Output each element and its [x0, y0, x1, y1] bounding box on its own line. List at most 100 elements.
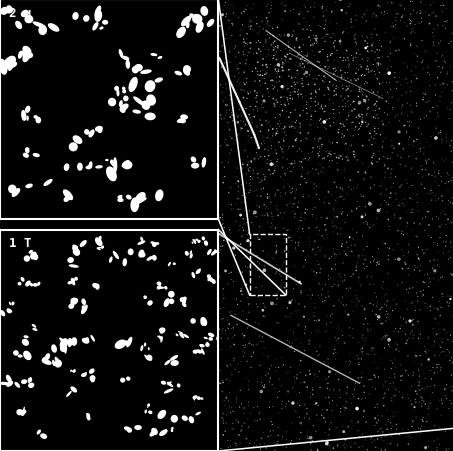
- Point: [224, 120, 231, 127]
- Point: [224, 60, 231, 68]
- Point: [370, 258, 377, 265]
- Ellipse shape: [28, 383, 34, 388]
- Point: [275, 43, 282, 51]
- Point: [256, 89, 263, 96]
- Point: [226, 92, 233, 100]
- Point: [427, 278, 434, 285]
- Point: [220, 292, 227, 299]
- Point: [226, 403, 233, 410]
- Point: [292, 62, 299, 69]
- Point: [448, 270, 453, 277]
- Point: [224, 142, 231, 149]
- Point: [437, 344, 444, 351]
- Point: [249, 175, 256, 183]
- Point: [283, 369, 290, 377]
- Point: [251, 209, 259, 216]
- Point: [342, 436, 349, 443]
- Point: [322, 227, 329, 234]
- Point: [356, 253, 363, 260]
- Point: [227, 97, 234, 104]
- Point: [440, 82, 447, 89]
- Ellipse shape: [167, 382, 173, 387]
- Point: [431, 338, 438, 345]
- Point: [227, 343, 234, 350]
- Point: [280, 68, 287, 75]
- Point: [345, 4, 352, 11]
- Point: [346, 234, 353, 241]
- Point: [443, 132, 450, 139]
- Point: [271, 169, 278, 176]
- Point: [340, 106, 347, 114]
- Point: [349, 308, 357, 316]
- Point: [312, 99, 319, 106]
- Point: [371, 49, 379, 56]
- Point: [364, 274, 371, 281]
- Point: [356, 203, 363, 211]
- Point: [275, 364, 282, 371]
- Point: [325, 189, 332, 196]
- Point: [355, 47, 362, 54]
- Point: [333, 21, 340, 28]
- Point: [359, 442, 366, 450]
- Point: [414, 318, 421, 325]
- Point: [337, 0, 344, 4]
- Ellipse shape: [192, 272, 195, 279]
- Point: [372, 373, 379, 381]
- Point: [376, 156, 383, 163]
- Point: [275, 139, 283, 147]
- Ellipse shape: [122, 161, 132, 170]
- Point: [381, 345, 388, 352]
- Point: [339, 156, 346, 163]
- Point: [258, 379, 265, 387]
- Point: [346, 350, 353, 358]
- Point: [364, 320, 371, 327]
- Point: [292, 137, 299, 144]
- Point: [439, 89, 446, 97]
- Point: [291, 106, 299, 114]
- Point: [267, 224, 275, 231]
- Point: [351, 154, 358, 161]
- Point: [289, 400, 297, 407]
- Point: [397, 325, 404, 332]
- Point: [345, 311, 352, 318]
- Point: [218, 380, 225, 387]
- Point: [335, 155, 342, 162]
- Ellipse shape: [201, 349, 205, 355]
- Point: [335, 129, 342, 137]
- Point: [374, 211, 381, 218]
- Point: [344, 244, 352, 252]
- Point: [367, 0, 375, 4]
- Point: [237, 285, 244, 292]
- Point: [273, 269, 280, 276]
- Point: [415, 125, 422, 132]
- Point: [315, 23, 323, 30]
- Point: [233, 416, 241, 423]
- Point: [272, 301, 280, 308]
- Point: [331, 151, 338, 158]
- Point: [226, 18, 234, 25]
- Ellipse shape: [102, 21, 108, 26]
- Point: [320, 74, 328, 81]
- Point: [324, 57, 332, 64]
- Point: [370, 136, 377, 143]
- Point: [255, 204, 263, 211]
- Point: [277, 193, 284, 201]
- Point: [353, 51, 360, 58]
- Point: [430, 276, 437, 283]
- Point: [328, 407, 336, 414]
- Point: [294, 307, 301, 314]
- Point: [386, 120, 393, 127]
- Point: [431, 169, 439, 176]
- Ellipse shape: [148, 347, 149, 350]
- Point: [372, 414, 379, 422]
- Point: [413, 137, 420, 144]
- Point: [374, 299, 381, 306]
- Point: [375, 61, 382, 69]
- Point: [371, 256, 378, 263]
- Point: [232, 311, 240, 318]
- Point: [355, 374, 362, 382]
- Ellipse shape: [117, 195, 122, 198]
- Point: [307, 42, 314, 50]
- Point: [443, 6, 450, 14]
- Point: [425, 335, 432, 342]
